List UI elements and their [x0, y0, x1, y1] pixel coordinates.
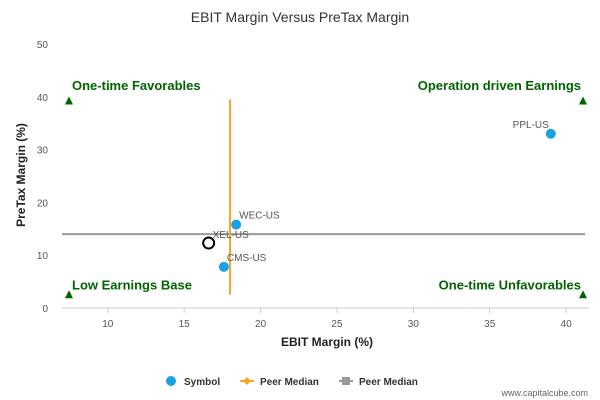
x-tick-label: 35 [484, 319, 496, 330]
quadrant-marker-bottom-left [65, 290, 73, 299]
quadrant-label-bottom-left: Low Earnings Base [72, 277, 192, 292]
data-point-label: PPL-US [513, 120, 549, 131]
y-axis-title: PreTax Margin (%) [14, 123, 28, 227]
x-tick-label: 40 [561, 319, 573, 330]
credit-text: www.capitalcube.com [500, 388, 588, 398]
quadrant-marker-top-right [579, 96, 587, 105]
x-tick-label: 15 [179, 319, 191, 330]
legend-label: Peer Median [260, 377, 319, 388]
legend-label: Symbol [184, 377, 220, 388]
y-tick-label: 0 [42, 304, 48, 315]
legend[interactable]: Symbol Peer Median Peer Median [166, 376, 418, 388]
quadrant-label-bottom-right: One-time Unfavorables [439, 277, 581, 292]
highlight-point-label: XEL-US [213, 230, 249, 241]
legend-symbol-dot [166, 376, 176, 386]
legend-item[interactable]: Symbol [166, 376, 220, 388]
y-tick-label: 40 [37, 93, 49, 104]
x-tick-label: 25 [331, 319, 343, 330]
y-tick-label: 20 [37, 198, 49, 209]
chart-title: EBIT Margin Versus PreTax Margin [191, 9, 409, 25]
quadrant-marker-bottom-right [579, 290, 587, 299]
quadrant-label-top-right: Operation driven Earnings [418, 78, 581, 93]
quadrant-label-top-left: One-time Favorables [72, 78, 201, 93]
highlight-point[interactable] [202, 236, 216, 250]
legend-symbol-diamond [243, 377, 251, 385]
data-point[interactable] [545, 128, 556, 139]
data-point[interactable] [231, 219, 242, 230]
plot-area: 10 15 20 25 30 35 40 0 10 20 30 40 50 One-time Favora… [37, 40, 589, 330]
y-tick-label: 10 [37, 251, 49, 262]
x-axis-title: EBIT Margin (%) [281, 335, 373, 349]
y-tick-label: 50 [37, 40, 49, 51]
x-tick-label: 10 [102, 319, 114, 330]
x-tick-label: 20 [255, 319, 267, 330]
x-tick-label: 30 [408, 319, 420, 330]
legend-item[interactable]: Peer Median [339, 377, 418, 388]
legend-symbol-square [342, 377, 350, 385]
data-point[interactable] [218, 261, 229, 272]
y-tick-label: 30 [37, 146, 49, 157]
legend-label: Peer Median [359, 377, 418, 388]
quadrant-marker-top-left [65, 96, 73, 105]
data-point-label: CMS-US [227, 253, 267, 264]
data-point-label: WEC-US [239, 211, 280, 222]
legend-item[interactable]: Peer Median [240, 377, 319, 388]
